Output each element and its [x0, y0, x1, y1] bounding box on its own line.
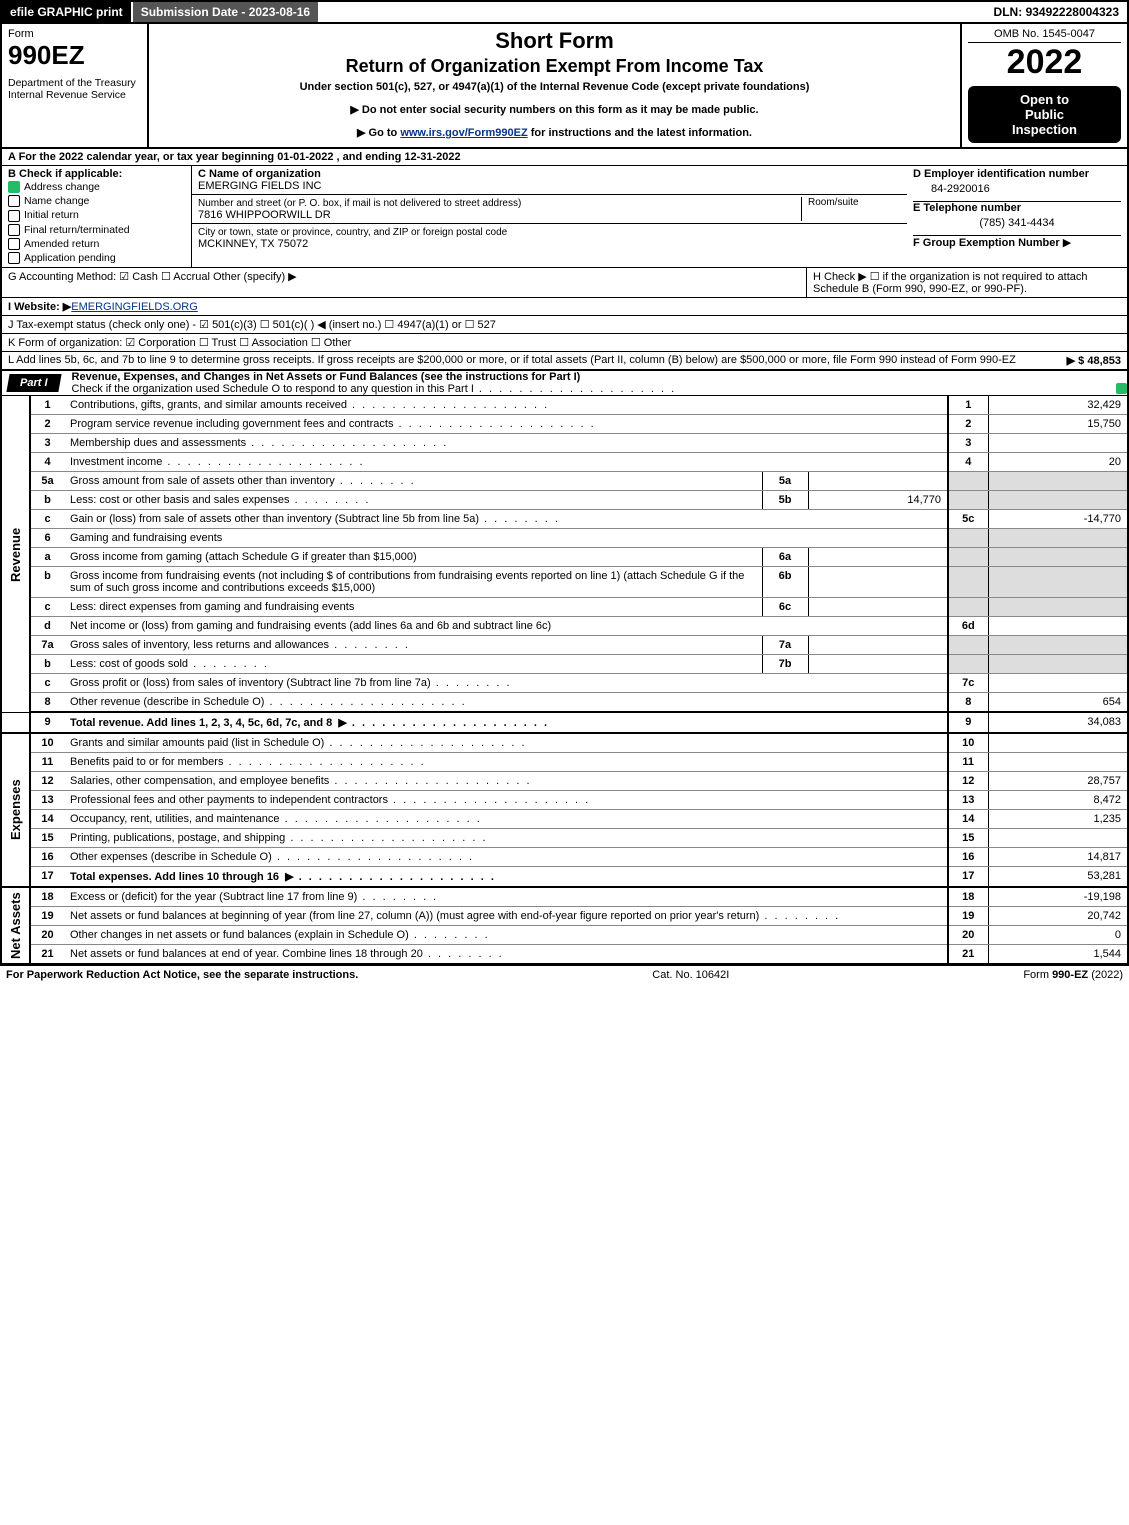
schedule-o-check-icon — [1116, 383, 1127, 394]
omb: OMB No. 1545-0047 — [968, 28, 1121, 43]
chk-application-pending[interactable]: Application pending — [8, 251, 185, 265]
open-public-pill: Open toPublicInspection — [968, 86, 1121, 143]
expenses-label: Expenses — [1, 733, 30, 887]
form-number: 990EZ — [8, 40, 141, 71]
efile-print-button[interactable]: efile GRAPHIC print — [2, 2, 133, 22]
form-word: Form — [8, 28, 141, 40]
chk-initial-return[interactable]: Initial return — [8, 208, 185, 222]
section-i: I Website: ▶EMERGINGFIELDS.ORG — [2, 298, 1127, 316]
chk-final-return[interactable]: Final return/terminated — [8, 223, 185, 237]
title-return: Return of Organization Exempt From Incom… — [157, 56, 952, 77]
section-l: L Add lines 5b, 6c, and 7b to line 9 to … — [2, 352, 1127, 370]
irs-link[interactable]: www.irs.gov/Form990EZ — [400, 127, 527, 139]
phone: (785) 341-4434 — [913, 214, 1121, 235]
website-link[interactable]: EMERGINGFIELDS.ORG — [71, 301, 198, 313]
section-a: A For the 2022 calendar year, or tax yea… — [0, 149, 1129, 166]
netassets-label: Net Assets — [1, 887, 30, 964]
section-b: B Check if applicable: Address change Na… — [2, 166, 192, 268]
footer: For Paperwork Reduction Act Notice, see … — [0, 965, 1129, 984]
title-short-form: Short Form — [157, 28, 952, 54]
part1-table: Revenue 1Contributions, gifts, grants, a… — [0, 396, 1129, 965]
org-city: MCKINNEY, TX 75072 — [198, 238, 308, 250]
section-k: K Form of organization: ☑ Corporation ☐ … — [2, 334, 1127, 352]
submission-date: Submission Date - 2023-08-16 — [133, 2, 318, 22]
tax-year: 2022 — [968, 43, 1121, 82]
org-name: EMERGING FIELDS INC — [198, 180, 321, 192]
subtitle: Under section 501(c), 527, or 4947(a)(1)… — [157, 81, 952, 93]
part1-header: Part I Revenue, Expenses, and Changes in… — [0, 370, 1129, 396]
form-header: Form 990EZ Department of the Treasury In… — [0, 24, 1129, 149]
section-c: C Name of organization EMERGING FIELDS I… — [192, 166, 907, 268]
note-link: ▶ Go to www.irs.gov/Form990EZ for instru… — [157, 126, 952, 139]
section-g: G Accounting Method: ☑ Cash ☐ Accrual Ot… — [2, 268, 807, 298]
dept: Department of the Treasury Internal Reve… — [8, 77, 141, 101]
top-bar: efile GRAPHIC print Submission Date - 20… — [0, 0, 1129, 24]
chk-amended-return[interactable]: Amended return — [8, 237, 185, 251]
section-j: J Tax-exempt status (check only one) - ☑… — [2, 316, 1127, 334]
dln: DLN: 93492228004323 — [986, 2, 1127, 22]
org-address: 7816 WHIPPOORWILL DR — [198, 209, 331, 221]
room-suite: Room/suite — [801, 197, 901, 221]
ein: 84-2920016 — [913, 180, 1121, 201]
section-def: D Employer identification number 84-2920… — [907, 166, 1127, 268]
chk-address-change[interactable]: Address change — [8, 180, 185, 194]
revenue-label: Revenue — [1, 396, 30, 712]
section-h: H Check ▶ ☐ if the organization is not r… — [807, 268, 1127, 298]
note-ssn: ▶ Do not enter social security numbers o… — [157, 103, 952, 116]
chk-name-change[interactable]: Name change — [8, 194, 185, 208]
